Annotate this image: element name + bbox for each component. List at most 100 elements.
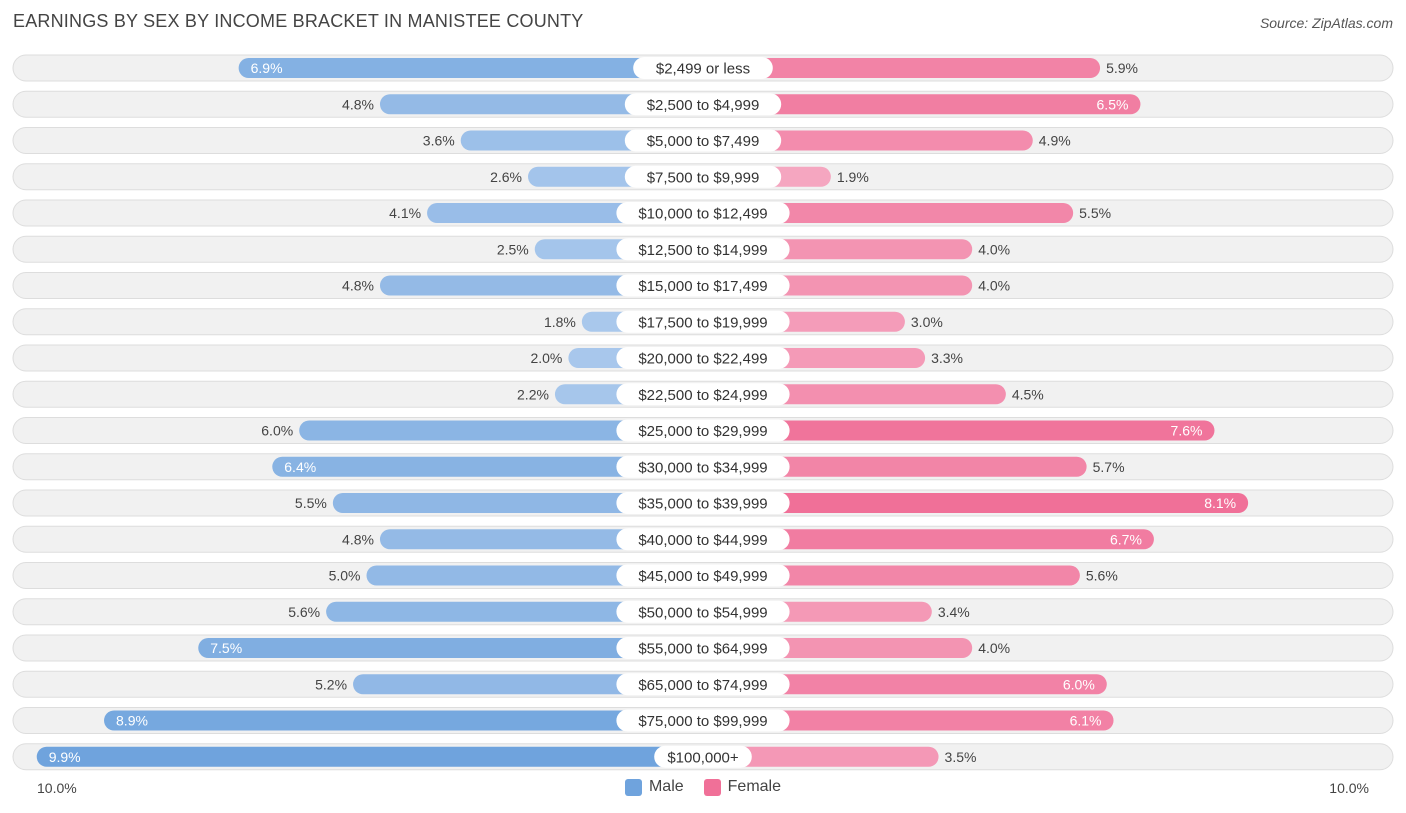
bar-female xyxy=(703,493,1249,513)
category-label: $65,000 to $74,999 xyxy=(638,677,767,694)
bar-female xyxy=(703,58,1101,78)
value-label-male: 4.8% xyxy=(342,278,374,294)
legend-item-female[interactable]: Female xyxy=(703,778,781,796)
value-label-female: 3.4% xyxy=(938,604,970,620)
value-label-female: 4.0% xyxy=(978,640,1010,656)
bar-female xyxy=(703,565,1080,586)
bar-row[interactable]: 5.6% 3.4% $50,000 to $54,999 xyxy=(12,598,1394,626)
bar-male xyxy=(299,420,703,441)
value-label-male: 6.9% xyxy=(251,60,283,76)
value-label-male: 2.5% xyxy=(497,241,529,257)
value-label-male: 5.2% xyxy=(315,676,347,692)
category-pill xyxy=(616,347,790,369)
category-label: $2,500 to $4,999 xyxy=(647,97,760,114)
value-label-male: 4.8% xyxy=(342,96,374,112)
bar-row[interactable]: 6.9% 5.9% $2,499 or less xyxy=(12,54,1394,82)
category-pill xyxy=(616,202,790,224)
category-label: $5,000 to $7,499 xyxy=(647,133,760,150)
value-label-female: 4.5% xyxy=(1012,386,1044,402)
bar-female xyxy=(703,746,939,767)
bar-row[interactable]: 2.5% 4.0% $12,500 to $14,999 xyxy=(12,235,1394,263)
category-pill xyxy=(616,492,790,514)
bar-row[interactable]: 4.8% 6.5% $2,500 to $4,999 xyxy=(12,90,1394,118)
bar-row[interactable]: 4.8% 4.0% $15,000 to $17,499 xyxy=(12,272,1394,299)
bar-row[interactable]: 7.5% 4.0% $55,000 to $64,999 xyxy=(12,634,1394,662)
bar-row[interactable]: 3.6% 4.9% $5,000 to $7,499 xyxy=(12,127,1394,154)
value-label-male: 3.6% xyxy=(423,133,455,149)
value-label-female: 3.5% xyxy=(945,749,977,765)
bar-row[interactable]: 4.8% 6.7% $40,000 to $44,999 xyxy=(12,525,1394,553)
bar-row[interactable]: 5.0% 5.6% $45,000 to $49,999 xyxy=(12,562,1394,589)
category-label: $10,000 to $12,499 xyxy=(638,206,767,223)
value-label-female: 3.3% xyxy=(931,350,963,366)
category-pill xyxy=(616,274,790,297)
category-pill xyxy=(624,129,782,152)
bar-male xyxy=(379,94,703,115)
category-label: $50,000 to $54,999 xyxy=(638,604,767,621)
category-pill xyxy=(624,165,782,188)
category-pill xyxy=(616,637,790,659)
value-label-female: 4.0% xyxy=(978,278,1010,294)
category-label: $7,500 to $9,999 xyxy=(647,169,760,186)
bar-row[interactable]: 6.4% 5.7% $30,000 to $34,999 xyxy=(12,453,1394,481)
category-label: $20,000 to $22,499 xyxy=(638,351,767,368)
value-label-female: 4.0% xyxy=(978,241,1010,257)
bar-row[interactable]: 1.8% 3.0% $17,500 to $19,999 xyxy=(12,308,1394,336)
category-pill xyxy=(616,383,790,406)
bar-male xyxy=(104,710,703,731)
bar-female xyxy=(703,529,1154,550)
bar-row[interactable]: 8.9% 6.1% $75,000 to $99,999 xyxy=(12,707,1394,734)
bar-row[interactable]: 5.2% 6.0% $65,000 to $74,999 xyxy=(12,670,1394,698)
category-pill xyxy=(616,564,790,587)
bar-female xyxy=(703,130,1033,151)
bar-male xyxy=(198,638,703,658)
value-label-female: 5.7% xyxy=(1093,459,1125,475)
value-label-male: 7.5% xyxy=(210,640,242,656)
category-pill xyxy=(616,709,790,732)
bar-row[interactable]: 9.9% 3.5% $100,000+ xyxy=(12,743,1394,771)
category-label: $55,000 to $64,999 xyxy=(638,641,767,658)
bar-row[interactable]: 2.0% 3.3% $20,000 to $22,499 xyxy=(12,344,1394,372)
value-label-female: 5.9% xyxy=(1106,60,1138,76)
bar-male xyxy=(326,601,703,622)
value-label-male: 9.9% xyxy=(49,749,81,765)
category-label: $100,000+ xyxy=(667,749,739,766)
category-label: $15,000 to $17,499 xyxy=(638,278,767,295)
value-label-female: 5.5% xyxy=(1079,205,1111,221)
chart-title: EARNINGS BY SEX BY INCOME BRACKET IN MAN… xyxy=(13,11,584,31)
value-label-male: 5.5% xyxy=(295,495,327,511)
value-label-female: 6.1% xyxy=(1070,713,1102,729)
axis-left-max-label: 10.0% xyxy=(37,780,77,796)
category-pill xyxy=(616,455,790,478)
bar-row[interactable]: 2.6% 1.9% $7,500 to $9,999 xyxy=(12,163,1394,191)
category-label: $35,000 to $39,999 xyxy=(638,496,767,513)
value-label-male: 6.4% xyxy=(284,459,316,475)
bar-row[interactable]: 4.1% 5.5% $10,000 to $12,499 xyxy=(12,199,1394,227)
value-label-female: 6.0% xyxy=(1063,676,1095,692)
bar-row[interactable]: 5.5% 8.1% $35,000 to $39,999 xyxy=(12,489,1394,517)
category-label: $22,500 to $24,999 xyxy=(638,387,767,404)
legend-swatch-female xyxy=(703,778,721,796)
value-label-male: 1.8% xyxy=(544,314,576,330)
category-pill xyxy=(616,238,790,261)
value-label-male: 2.2% xyxy=(517,386,549,402)
category-label: $75,000 to $99,999 xyxy=(638,713,767,730)
category-pill xyxy=(616,310,790,333)
value-label-male: 4.1% xyxy=(389,205,421,221)
value-label-male: 4.8% xyxy=(342,531,374,547)
category-pill xyxy=(616,673,790,696)
value-label-male: 5.0% xyxy=(329,568,361,584)
axis-right-max-label: 10.0% xyxy=(1329,780,1369,796)
legend-item-male[interactable]: Male xyxy=(624,778,684,796)
category-label: $12,500 to $14,999 xyxy=(638,242,767,259)
category-pill xyxy=(616,419,790,442)
bar-row[interactable]: 6.0% 7.6% $25,000 to $29,999 xyxy=(12,417,1394,444)
value-label-female: 1.9% xyxy=(837,169,869,185)
value-label-male: 2.6% xyxy=(490,169,522,185)
bar-female xyxy=(703,674,1107,695)
bar-male xyxy=(36,746,704,767)
legend: Male Female xyxy=(0,778,1406,796)
category-pill xyxy=(633,57,773,79)
bar-row[interactable]: 2.2% 4.5% $22,500 to $24,999 xyxy=(12,380,1394,408)
value-label-male: 6.0% xyxy=(261,423,293,439)
